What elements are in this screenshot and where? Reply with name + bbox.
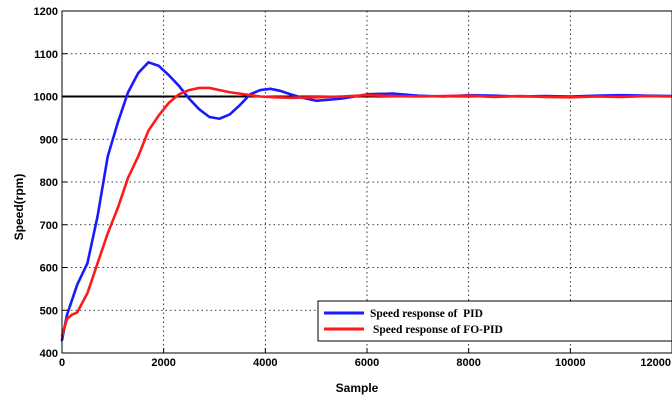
y-tick-label: 1100 xyxy=(34,49,58,61)
legend: Speed response of PID Speed response of … xyxy=(317,300,672,342)
y-tick-label: 1200 xyxy=(34,6,58,18)
series-line-fo-pid xyxy=(60,86,672,338)
x-tick-label: 2000 xyxy=(151,357,175,369)
x-tick-label: 0 xyxy=(59,357,65,369)
y-tick-label: 1000 xyxy=(34,92,58,104)
y-tick-label: 900 xyxy=(40,134,58,146)
legend-label-fo-pid: Speed response of FO-PID xyxy=(373,324,503,336)
y-tick-label: 400 xyxy=(40,348,58,360)
series-group xyxy=(60,60,672,342)
x-tick-label: 10000 xyxy=(555,357,586,369)
x-axis-title: Sample xyxy=(336,381,379,395)
x-tick-label: 12000 xyxy=(640,357,671,369)
y-axis-title: Speed(rpm) xyxy=(12,174,26,241)
y-tick-label: 500 xyxy=(40,305,58,317)
y-tick-label: 700 xyxy=(40,220,58,232)
legend-label-pid: Speed response of PID xyxy=(370,308,483,320)
x-tick-label: 8000 xyxy=(456,357,480,369)
legend-box xyxy=(317,300,672,342)
y-tick-label: 600 xyxy=(40,263,58,275)
x-tick-label: 4000 xyxy=(253,357,277,369)
y-tick-label: 800 xyxy=(40,177,58,189)
x-tick-label: 6000 xyxy=(355,357,379,369)
